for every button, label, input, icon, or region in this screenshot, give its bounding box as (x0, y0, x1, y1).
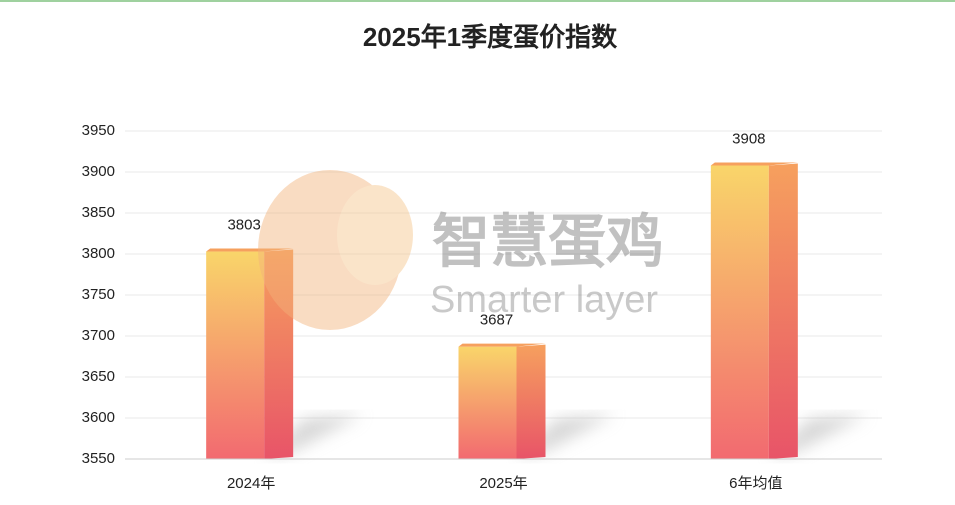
value-label: 3803 (227, 217, 260, 234)
watermark-title: 智慧蛋鸡 (432, 209, 664, 274)
x-tick-label: 6年均值 (729, 475, 782, 492)
bar-top (458, 343, 546, 347)
x-tick-label: 2025年 (479, 475, 527, 492)
bar (458, 346, 517, 459)
bar-top (710, 162, 798, 166)
y-tick-label: 3800 (82, 245, 115, 262)
x-tick-label: 2024年 (227, 475, 275, 492)
bar (710, 165, 769, 459)
value-label: 3687 (480, 312, 513, 329)
y-tick-label: 3550 (82, 450, 115, 467)
bar-side (516, 344, 546, 459)
bar-side (768, 163, 798, 459)
bar-top (206, 248, 294, 252)
y-tick-label: 3600 (82, 409, 115, 426)
y-tick-label: 3950 (82, 122, 115, 139)
y-tick-label: 3900 (82, 163, 115, 180)
value-label: 3908 (732, 130, 765, 147)
plot: 3550 3600 3650 3700 3750 3800 3850 3900 3950 2024… (82, 122, 882, 492)
bar (206, 251, 265, 459)
y-tick-label: 3650 (82, 368, 115, 385)
y-tick-label: 3750 (82, 286, 115, 303)
y-tick-label: 3700 (82, 327, 115, 344)
logo-egg (258, 170, 402, 330)
chart-title: 2025年1季度蛋价指数 (363, 22, 618, 52)
logo-egg-small (337, 185, 413, 285)
y-tick-label: 3850 (82, 204, 115, 221)
watermark-subtitle: Smarter layer (430, 279, 658, 321)
bar-side (264, 249, 294, 459)
watermark: 智慧蛋鸡 Smarter layer (258, 170, 664, 330)
